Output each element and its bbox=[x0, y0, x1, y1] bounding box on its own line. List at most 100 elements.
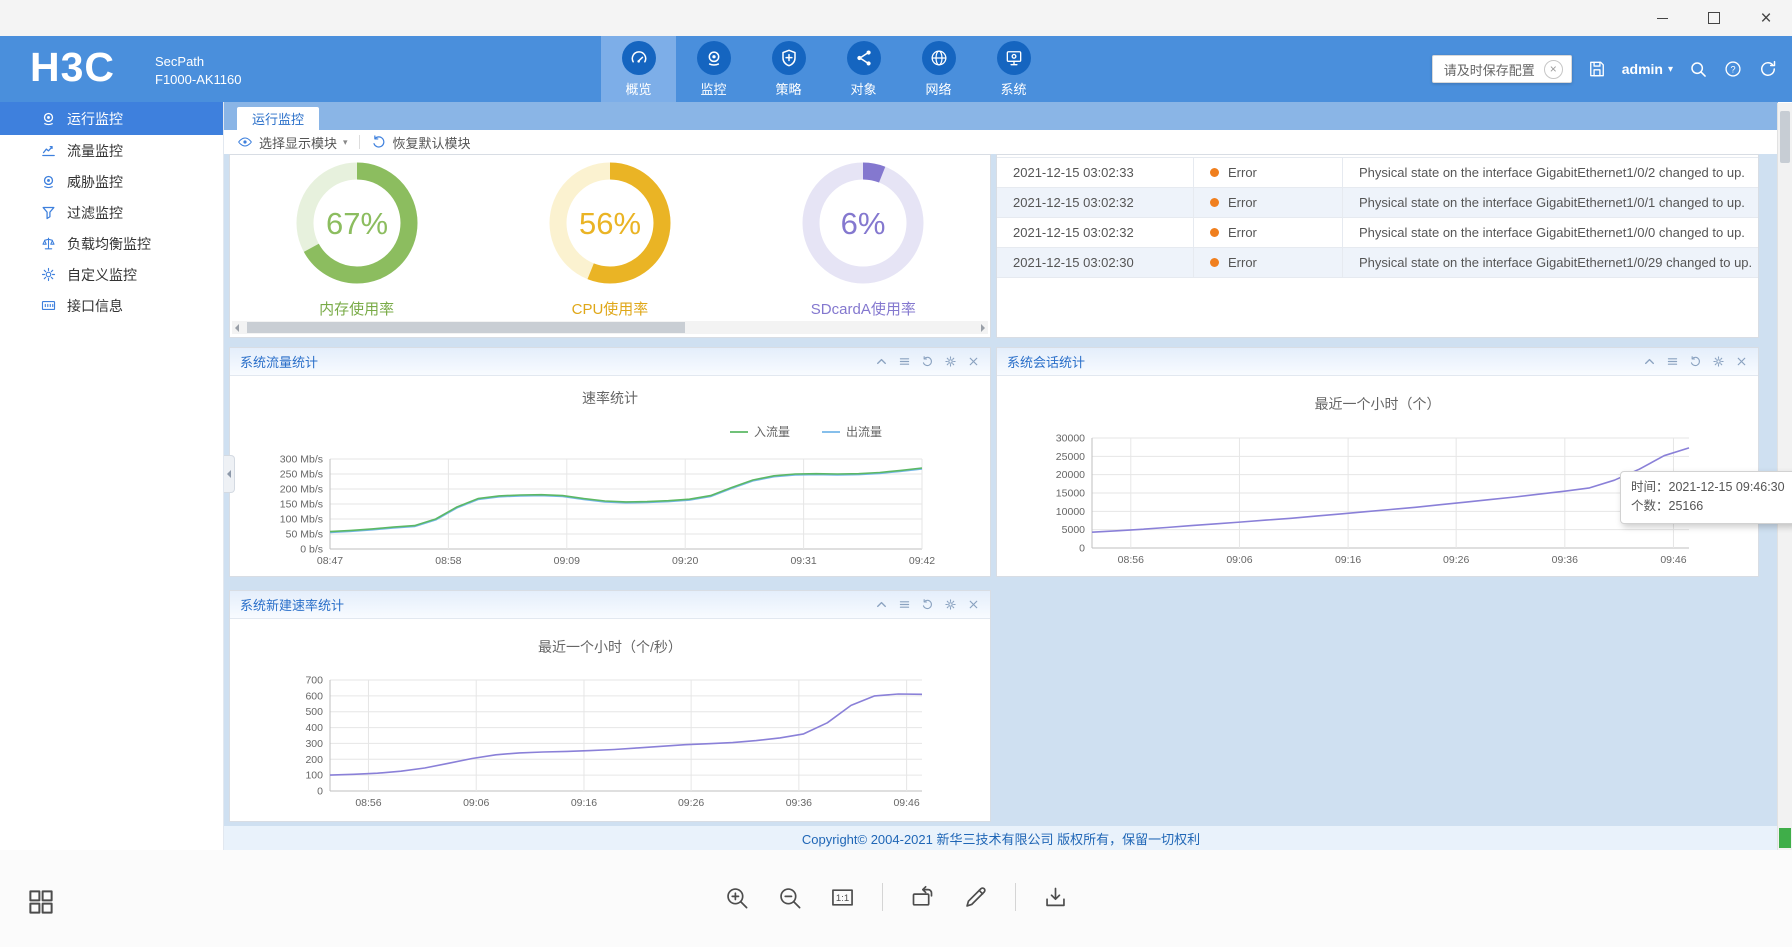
search-icon[interactable] bbox=[1688, 59, 1708, 79]
caret-down-icon: ▾ bbox=[1667, 63, 1673, 75]
notice-close-icon[interactable]: × bbox=[1543, 59, 1563, 79]
sidebar-item-run-monitor[interactable]: 运行监控 bbox=[0, 102, 223, 135]
sidebar-item-filter-monitor[interactable]: 过滤监控 bbox=[0, 197, 223, 228]
panel-title: 系统流量统计 bbox=[240, 355, 319, 370]
reload-icon[interactable] bbox=[1758, 59, 1778, 79]
vertical-scrollbar-thumb[interactable] bbox=[1780, 111, 1790, 163]
tab-run-monitor[interactable]: 运行监控 bbox=[237, 107, 320, 130]
svg-text:300 Mb/s: 300 Mb/s bbox=[280, 454, 323, 466]
camera-icon bbox=[704, 48, 724, 68]
nav-circle bbox=[696, 40, 731, 75]
nav-item-system[interactable]: 系统 bbox=[976, 36, 1051, 102]
donut-gauge-0: 67% 内存使用率 bbox=[294, 160, 420, 319]
nav-item-monitor[interactable]: 监控 bbox=[676, 36, 751, 102]
pencil-icon[interactable] bbox=[962, 884, 989, 911]
svg-text:?: ? bbox=[1730, 64, 1735, 74]
panel-settings-icon[interactable] bbox=[1712, 355, 1725, 368]
sidebar-item-label: 威胁监控 bbox=[67, 173, 123, 190]
horizontal-scrollbar-thumb[interactable] bbox=[247, 322, 686, 333]
nav-item-policy[interactable]: 策略 bbox=[751, 36, 826, 102]
panel-refresh-icon[interactable] bbox=[1689, 355, 1702, 368]
svg-text:300: 300 bbox=[305, 738, 323, 750]
panel-refresh-icon[interactable] bbox=[921, 598, 934, 611]
save-icon[interactable] bbox=[1587, 59, 1607, 79]
scrollbar-green-marker[interactable] bbox=[1779, 828, 1791, 848]
sidebar-collapse-handle[interactable] bbox=[224, 455, 235, 493]
download-icon[interactable] bbox=[1042, 884, 1069, 911]
panel-header: 系统流量统计 bbox=[230, 348, 990, 376]
help-icon[interactable]: ? bbox=[1723, 59, 1743, 79]
panel-actions bbox=[875, 355, 980, 368]
panel-list-icon[interactable] bbox=[898, 355, 911, 368]
nav-label: 对象 bbox=[850, 81, 877, 97]
scroll-right-icon[interactable] bbox=[981, 324, 985, 332]
panel-settings-icon[interactable] bbox=[944, 598, 957, 611]
svg-text:200: 200 bbox=[305, 754, 323, 766]
svg-text:08:56: 08:56 bbox=[1118, 554, 1144, 566]
save-config-notice: 请及时保存配置 × bbox=[1431, 55, 1572, 83]
log-time: 2021-12-15 03:02:30 bbox=[1013, 255, 1134, 270]
rotate-icon[interactable] bbox=[909, 884, 936, 911]
zoom-out-icon[interactable] bbox=[776, 884, 803, 911]
zoom-in-icon[interactable] bbox=[723, 884, 750, 911]
log-table: 2021-12-15 03:02:33 Error Physical state o… bbox=[997, 157, 1758, 278]
nav-item-overview[interactable]: 概览 bbox=[601, 36, 676, 102]
maximize-button[interactable] bbox=[1688, 0, 1740, 36]
table-row[interactable]: 2021-12-15 03:02:32 Error Physical state o… bbox=[997, 188, 1758, 218]
sidebar: 运行监控 流量监控威胁监控过滤监控 负载均衡监控 自定义监控 接口信息 bbox=[0, 102, 224, 850]
select-modules-button[interactable]: 选择显示模块 ▾ bbox=[237, 133, 348, 152]
nav-item-object[interactable]: 对象 bbox=[826, 36, 901, 102]
nav-label: 监控 bbox=[700, 81, 727, 97]
sidebar-item-interface-info[interactable]: 接口信息 bbox=[0, 290, 223, 321]
panel-collapse-icon[interactable] bbox=[875, 598, 888, 611]
svg-text:600: 600 bbox=[305, 690, 323, 702]
error-dot-icon bbox=[1210, 258, 1219, 267]
panel-list-icon[interactable] bbox=[1666, 355, 1679, 368]
apps-grid-icon[interactable] bbox=[26, 887, 56, 917]
panel-settings-icon[interactable] bbox=[944, 355, 957, 368]
tooltip-count: 个数：25166 bbox=[1631, 499, 1704, 514]
svg-text:0 b/s: 0 b/s bbox=[300, 544, 323, 556]
bottom-strip: 1:1 bbox=[0, 850, 1792, 947]
sidebar-item-load-balance-monitor[interactable]: 负载均衡监控 bbox=[0, 228, 223, 259]
svg-text:25000: 25000 bbox=[1056, 451, 1085, 463]
sidebar-item-traffic-monitor[interactable]: 流量监控 bbox=[0, 135, 223, 166]
product-line2: F1000-AK1160 bbox=[155, 72, 242, 88]
eye-icon bbox=[237, 134, 253, 150]
footer: Copyright© 2004-2021 新华三技术有限公司 版权所有，保留一切… bbox=[224, 826, 1778, 850]
svg-text:09:36: 09:36 bbox=[786, 797, 812, 809]
minimize-button[interactable] bbox=[1636, 0, 1688, 36]
table-row[interactable]: 2021-12-15 03:02:30 Error Physical state o… bbox=[997, 248, 1758, 278]
sidebar-item-custom-monitor[interactable]: 自定义监控 bbox=[0, 259, 223, 290]
nav-circle bbox=[846, 40, 881, 75]
content-area: 运行监控 选择显示模块 ▾ 恢复默认模块 67% 内存使用率 56% CPU使用… bbox=[224, 102, 1778, 850]
nav-item-network[interactable]: 网络 bbox=[901, 36, 976, 102]
product-line1: SecPath bbox=[155, 54, 205, 69]
nav-label: 系统 bbox=[1000, 81, 1027, 97]
panel-close-icon[interactable] bbox=[967, 355, 980, 368]
close-button[interactable]: × bbox=[1740, 0, 1792, 36]
panel-list-icon[interactable] bbox=[898, 598, 911, 611]
panel-collapse-icon[interactable] bbox=[1643, 355, 1656, 368]
notice-text: 请及时保存配置 bbox=[1443, 62, 1535, 78]
panel-collapse-icon[interactable] bbox=[875, 355, 888, 368]
table-row[interactable]: 2021-12-15 03:02:32 Error Physical state o… bbox=[997, 218, 1758, 248]
log-message: Physical state on the interface GigabitE… bbox=[1359, 195, 1745, 210]
panel-close-icon[interactable] bbox=[967, 598, 980, 611]
table-row[interactable]: 2021-12-15 03:02:33 Error Physical state o… bbox=[997, 158, 1758, 188]
donut-chart: 67% bbox=[296, 162, 418, 284]
scroll-left-icon[interactable] bbox=[235, 324, 239, 332]
panel-title: 系统新建速率统计 bbox=[240, 598, 345, 613]
panel-refresh-icon[interactable] bbox=[921, 355, 934, 368]
restore-default-button[interactable]: 恢复默认模块 bbox=[371, 133, 471, 152]
sidebar-item-threat-monitor[interactable]: 威胁监控 bbox=[0, 166, 223, 197]
svg-text:0: 0 bbox=[1079, 543, 1085, 555]
panel-actions bbox=[875, 598, 980, 611]
actual-size-icon[interactable]: 1:1 bbox=[829, 884, 856, 911]
svg-text:09:20: 09:20 bbox=[672, 555, 698, 567]
panel-traffic-stats: 系统流量统计 速率统计 300 Mb/s 250 Mb/s 200 Mb/s 150 M… bbox=[229, 347, 991, 577]
horizontal-scrollbar[interactable] bbox=[232, 321, 988, 334]
user-menu[interactable]: admin ▾ bbox=[1622, 61, 1673, 77]
session-line-chart: 最近一个小时（个） 30000 25000 20000 15000 10000 5000 0 0… bbox=[1056, 396, 1690, 566]
panel-close-icon[interactable] bbox=[1735, 355, 1748, 368]
